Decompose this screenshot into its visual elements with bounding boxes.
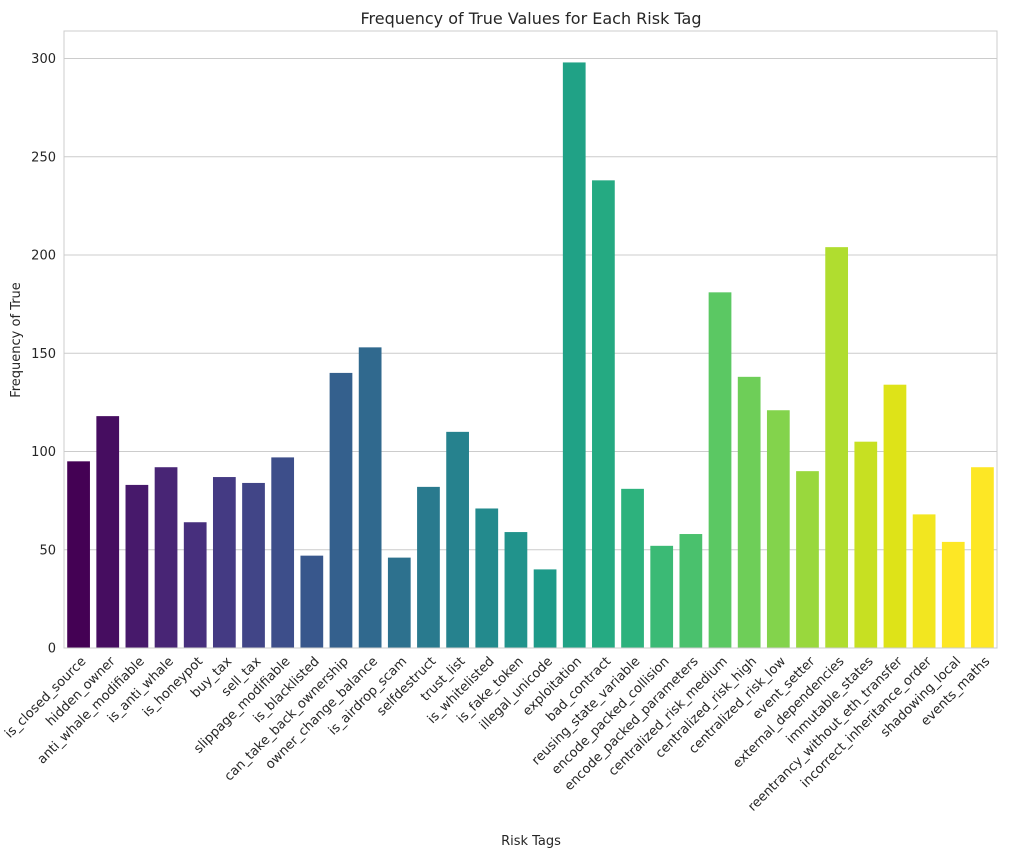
x-axis-label: Risk Tags <box>501 834 561 849</box>
y-tick-labels: 0 50 100 150 200 250 300 <box>31 52 56 656</box>
bar-event-setter <box>796 471 819 648</box>
bar-is-anti-whale <box>154 467 178 648</box>
plot-frame <box>63 30 998 649</box>
y-tick-label: 150 <box>31 347 56 362</box>
bar-owner-change-balance <box>358 347 382 648</box>
bar-reusing-state-variable <box>621 488 644 648</box>
bar-bad-contract <box>592 180 615 648</box>
bar-is-airdrop-scam <box>387 557 411 648</box>
bar-buy-tax <box>212 477 236 648</box>
y-tick-label: 200 <box>31 249 56 264</box>
bar-illegal-unicode <box>533 569 557 648</box>
bar-encode-packed-collision <box>650 545 674 648</box>
bar-is-closed-source <box>67 461 90 648</box>
y-tick-label: 0 <box>48 642 56 657</box>
y-axis-label: Frequency of True <box>9 282 24 398</box>
bar-incorrect-inheritance-order <box>912 514 936 648</box>
bar-encode-packed-parameters <box>679 534 703 648</box>
chart-title: Frequency of True Values for Each Risk T… <box>360 9 701 28</box>
bar-exploitation <box>562 62 586 648</box>
y-tick-label: 100 <box>31 445 56 460</box>
bar-selfdestruct <box>417 486 440 648</box>
bar-events-maths <box>971 467 994 648</box>
bar-can-take-back-ownership <box>329 372 353 648</box>
bar-is-fake-token <box>504 532 528 648</box>
bar-hidden-owner <box>96 416 120 648</box>
bar-slippage-modifiable <box>271 457 295 648</box>
bar-anti-whale-modifiable <box>125 484 149 648</box>
x-tick-labels: is_closed_sourcehidden_owneranti_whale_m… <box>2 654 993 815</box>
bar-centralized-risk-medium <box>708 292 732 648</box>
y-tick-label: 50 <box>39 543 56 558</box>
bar-trust-list <box>446 431 469 648</box>
bar-sell-tax <box>242 482 265 648</box>
y-tick-label: 300 <box>31 52 56 67</box>
y-tick-label: 250 <box>31 150 56 165</box>
bar-centralized-risk-high <box>737 376 761 648</box>
bar-centralized-risk-low <box>766 410 790 648</box>
bar-is-honeypot <box>183 522 207 648</box>
bar-shadowing-local <box>941 541 965 648</box>
bar-is-blacklisted <box>300 555 324 648</box>
bar-is-whitelisted <box>475 508 499 648</box>
bars <box>67 62 994 649</box>
bar-reentrancy-without-eth-transfer <box>883 384 907 648</box>
bar-immutable-states <box>854 441 878 648</box>
bar-external-dependencies <box>825 247 849 649</box>
